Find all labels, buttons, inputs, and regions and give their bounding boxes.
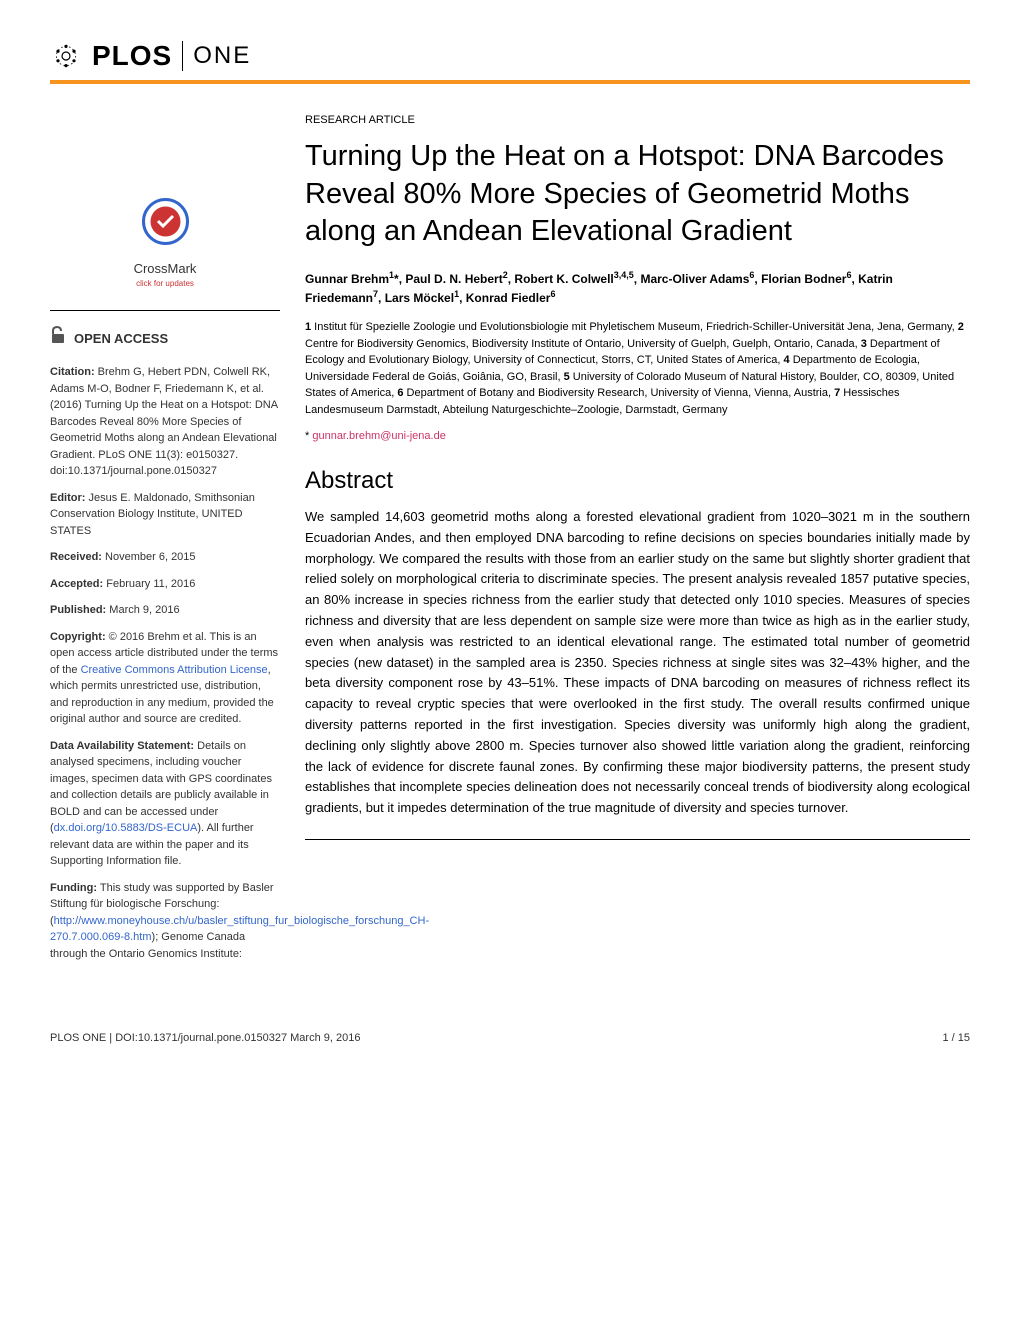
one-text: ONE: [193, 42, 251, 70]
published-text: March 9, 2016: [106, 604, 179, 616]
article-type: RESEARCH ARTICLE: [305, 114, 970, 126]
sidebar-divider: [50, 310, 280, 311]
abstract-text: We sampled 14,603 geometrid moths along …: [305, 507, 970, 819]
citation-label: Citation:: [50, 366, 95, 378]
copyright-link[interactable]: Creative Commons Attribution License: [81, 664, 268, 676]
funding-section: Funding: This study was supported by Bas…: [50, 880, 280, 963]
sidebar: CrossMark click for updates OPEN ACCESS …: [50, 114, 280, 972]
accepted-section: Accepted: February 11, 2016: [50, 576, 280, 593]
footer-left: PLOS ONE | DOI:10.1371/journal.pone.0150…: [50, 1032, 360, 1044]
editor-label: Editor:: [50, 492, 85, 504]
data-section: Data Availability Statement: Details on …: [50, 738, 280, 870]
open-access-badge: OPEN ACCESS: [50, 326, 280, 352]
crossmark-icon: [138, 194, 193, 249]
abstract-divider: [305, 839, 970, 840]
funding-label: Funding:: [50, 882, 97, 894]
corresponding-author: * gunnar.brehm@uni-jena.de: [305, 430, 970, 442]
copyright-label: Copyright:: [50, 631, 106, 643]
received-text: November 6, 2015: [102, 551, 196, 563]
crossmark-sublabel: click for updates: [50, 278, 280, 290]
data-label: Data Availability Statement:: [50, 740, 194, 752]
open-access-text: OPEN ACCESS: [74, 329, 168, 349]
accepted-text: February 11, 2016: [103, 578, 195, 590]
open-lock-icon: [50, 326, 66, 352]
crossmark-label: CrossMark: [50, 259, 280, 279]
affiliations: 1 Institut für Spezielle Zoologie und Ev…: [305, 319, 970, 418]
footer-right: 1 / 15: [942, 1032, 970, 1044]
received-label: Received:: [50, 551, 102, 563]
citation-text: Brehm G, Hebert PDN, Colwell RK, Adams M…: [50, 366, 277, 477]
published-label: Published:: [50, 604, 106, 616]
journal-header: PLOS ONE: [50, 40, 970, 72]
crossmark-badge[interactable]: CrossMark click for updates: [50, 194, 280, 290]
accepted-label: Accepted:: [50, 578, 103, 590]
page-footer: PLOS ONE | DOI:10.1371/journal.pone.0150…: [50, 1032, 970, 1044]
published-section: Published: March 9, 2016: [50, 602, 280, 619]
logo-divider: [182, 41, 183, 71]
corresponding-email[interactable]: gunnar.brehm@uni-jena.de: [312, 430, 445, 442]
article-title: Turning Up the Heat on a Hotspot: DNA Ba…: [305, 138, 970, 251]
orange-bar: [50, 80, 970, 84]
data-link[interactable]: dx.doi.org/10.5883/DS-ECUA: [54, 822, 198, 834]
received-section: Received: November 6, 2015: [50, 549, 280, 566]
main-content: RESEARCH ARTICLE Turning Up the Heat on …: [305, 114, 970, 972]
plos-text: PLOS: [92, 40, 172, 72]
authors-list: Gunnar Brehm1*, Paul D. N. Hebert2, Robe…: [305, 269, 970, 307]
data-text-1: Details on analysed specimens, including…: [50, 740, 272, 835]
copyright-section: Copyright: © 2016 Brehm et al. This is a…: [50, 629, 280, 728]
citation-section: Citation: Brehm G, Hebert PDN, Colwell R…: [50, 364, 280, 480]
abstract-title: Abstract: [305, 467, 970, 495]
editor-section: Editor: Jesus E. Maldonado, Smithsonian …: [50, 490, 280, 540]
plos-icon: [50, 40, 82, 72]
